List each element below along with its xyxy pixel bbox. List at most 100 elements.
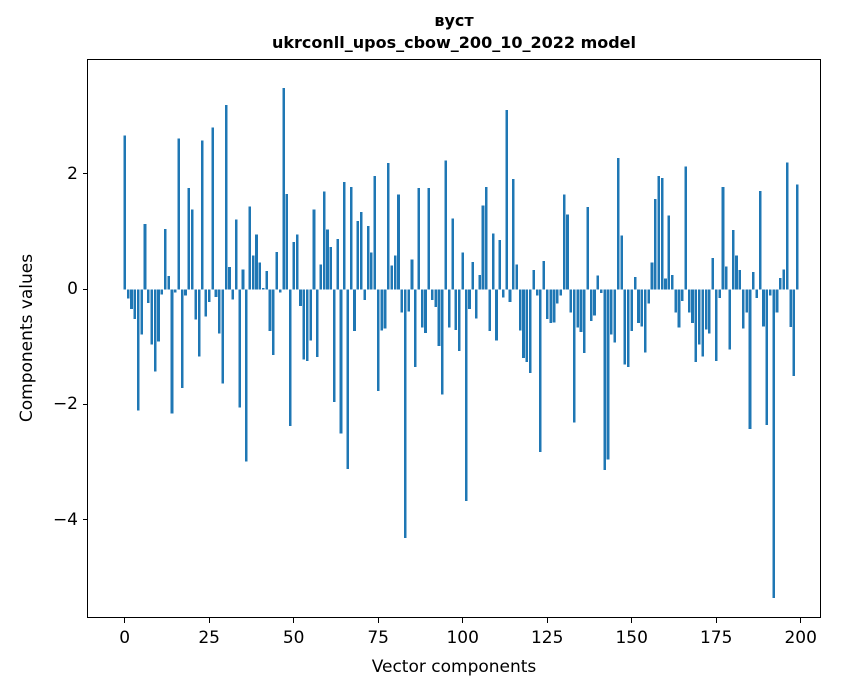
bar-184 (745, 289, 748, 313)
bar-95 (444, 160, 448, 290)
y-tick-mark--4 (83, 519, 88, 521)
bar-152 (637, 289, 640, 323)
bar-118 (522, 289, 525, 359)
bar-165 (681, 289, 684, 302)
y-tick-label-0: 0 (67, 279, 78, 299)
bar-112 (501, 289, 505, 298)
bar-135 (579, 289, 583, 333)
bar-173 (708, 289, 711, 334)
bar-132 (569, 289, 573, 313)
bar-110 (495, 289, 498, 341)
bar-26 (211, 127, 214, 290)
bar-35 (241, 269, 245, 290)
bar-131 (566, 214, 569, 290)
bar-98 (454, 289, 458, 330)
x-tick-label-150: 150 (615, 628, 648, 648)
x-tick-mark-200 (800, 618, 802, 623)
bar-8 (150, 289, 154, 345)
bar-72 (366, 226, 370, 290)
bar-30 (224, 104, 228, 290)
bar-177 (721, 186, 725, 290)
bar-188 (758, 190, 762, 290)
bar-39 (255, 234, 258, 290)
x-tick-label-50: 50 (282, 628, 305, 648)
bar-122 (535, 289, 539, 296)
bar-162 (670, 275, 674, 290)
bar-197 (789, 289, 792, 327)
bar-89 (424, 289, 427, 333)
bar-106 (481, 205, 485, 290)
bar-101 (464, 289, 468, 502)
x-tick-mark-50 (293, 618, 295, 623)
bars-canvas (123, 88, 799, 599)
bar-102 (468, 289, 471, 310)
x-tick-label-25: 25 (198, 628, 221, 648)
bar-64 (339, 289, 343, 434)
bar-15 (174, 289, 177, 293)
bar-82 (400, 289, 404, 313)
bar-199 (796, 184, 799, 290)
bar-175 (714, 289, 718, 362)
bar-32 (231, 289, 235, 300)
bar-190 (765, 289, 769, 426)
bar-3 (133, 289, 137, 319)
x-tick-label-75: 75 (367, 628, 390, 648)
bar-179 (728, 289, 732, 350)
bar-166 (684, 166, 688, 290)
bar-7 (147, 289, 150, 303)
bar-44 (272, 289, 275, 356)
bar-51 (295, 234, 299, 290)
bar-60 (326, 229, 329, 290)
y-tick-label--2: −2 (52, 394, 78, 415)
bar-92 (434, 289, 437, 307)
bar-154 (643, 289, 647, 353)
x-tick-label-125: 125 (530, 628, 564, 648)
bar-120 (529, 289, 532, 374)
bar-93 (437, 289, 441, 347)
bar-151 (633, 276, 637, 290)
bar-142 (603, 289, 606, 471)
bar-79 (390, 265, 394, 290)
y-tick-mark--2 (83, 403, 88, 405)
bar-117 (518, 289, 522, 331)
bar-180 (731, 230, 735, 290)
bar-161 (667, 215, 671, 290)
bar-86 (414, 289, 417, 367)
bar-18 (184, 289, 187, 296)
bar-116 (515, 264, 519, 290)
bar-55 (309, 289, 312, 341)
bar-2 (130, 289, 133, 310)
bar-169 (694, 289, 698, 363)
bar-167 (687, 289, 691, 313)
bar-185 (748, 289, 752, 430)
bar-193 (775, 289, 779, 313)
x-tick-label-200: 200 (784, 628, 817, 648)
bar-126 (549, 289, 552, 323)
bar-100 (461, 252, 464, 290)
bar-73 (370, 252, 373, 290)
bar-47 (282, 88, 285, 290)
bar-130 (562, 194, 566, 290)
bar-57 (316, 289, 319, 357)
chart-title: вуст (434, 11, 474, 30)
bar-171 (701, 289, 704, 357)
bar-56 (312, 209, 316, 290)
bar-119 (525, 289, 529, 363)
bar-43 (268, 289, 272, 332)
x-tick-label-0: 0 (119, 628, 131, 648)
bar-9 (153, 289, 157, 372)
bar-141 (599, 289, 603, 293)
bar-25 (207, 289, 211, 303)
bar-181 (735, 255, 738, 290)
bar-6 (143, 223, 147, 290)
bar-133 (572, 289, 576, 423)
bar-140 (596, 275, 600, 290)
bar-168 (691, 289, 694, 323)
bar-170 (698, 289, 701, 345)
bar-158 (657, 175, 661, 290)
bar-124 (542, 261, 546, 290)
bar-0 (123, 135, 126, 290)
bar-134 (576, 289, 579, 328)
bar-109 (491, 233, 495, 290)
bar-187 (755, 289, 759, 299)
